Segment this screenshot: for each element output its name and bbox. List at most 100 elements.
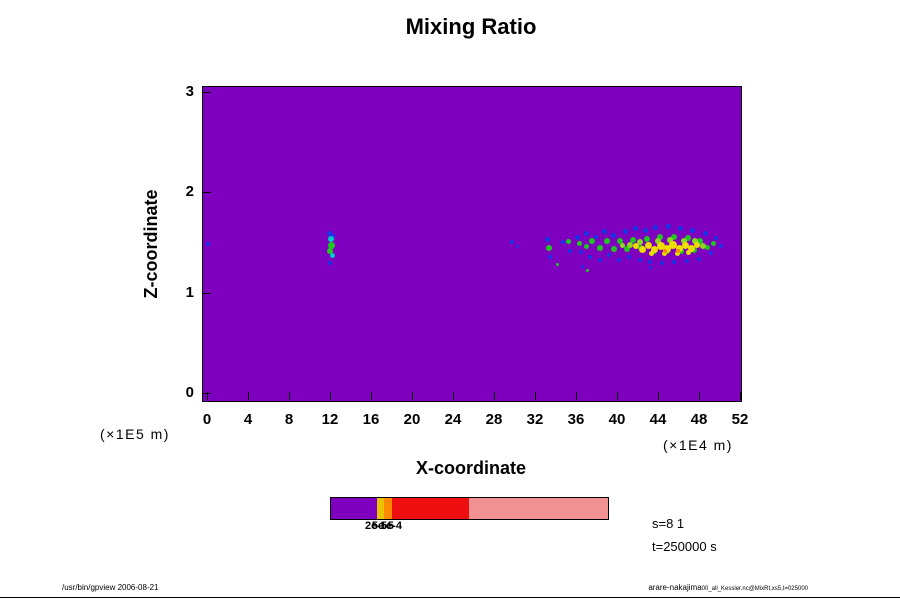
data-point: [643, 236, 650, 243]
data-point: [669, 240, 678, 249]
data-point: [714, 236, 719, 241]
x-tick-label: 40: [608, 411, 626, 428]
data-point: [709, 250, 714, 255]
data-point: [576, 241, 582, 246]
data-point: [657, 234, 664, 241]
data-point: [657, 241, 666, 250]
x-tick-mark: [576, 392, 577, 400]
colorbar-tick-label: 5e-5: [371, 520, 394, 532]
data-point: [610, 245, 617, 252]
data-point: [597, 257, 602, 262]
data-point: [704, 245, 710, 250]
colorbar-segment: [468, 498, 608, 519]
x-tick-mark: [207, 392, 208, 400]
data-point: [606, 252, 611, 257]
colorbar-segment: [376, 498, 384, 519]
data-point: [630, 237, 637, 244]
x-tick-label: 28: [485, 411, 503, 428]
z-tick-label: 0: [185, 384, 194, 401]
data-point: [649, 251, 655, 257]
data-point: [619, 243, 625, 248]
data-point: [684, 235, 691, 242]
data-point: [331, 234, 336, 239]
data-point: [596, 244, 603, 251]
data-point: [594, 235, 599, 240]
x-tick-label: 36: [567, 411, 585, 428]
data-point: [544, 236, 550, 242]
data-point: [627, 254, 632, 259]
x-tick-label: 8: [284, 411, 294, 428]
data-point: [660, 260, 665, 265]
data-point: [654, 238, 661, 245]
data-point: [589, 238, 596, 245]
x-tick-mark: [494, 392, 495, 400]
data-point: [672, 259, 677, 264]
data-point: [682, 242, 690, 249]
x-tick-label: 24: [444, 411, 462, 428]
colorbar: [330, 497, 609, 520]
plot-area: [202, 86, 742, 402]
x-axis-label: X-coordinate: [415, 458, 526, 478]
data-point: [661, 251, 667, 257]
x-tick-mark: [535, 392, 536, 400]
y-axis-label: Z-coordinate: [141, 189, 161, 299]
data-point: [566, 238, 572, 244]
x-tick-label: 52: [731, 411, 749, 428]
data-point: [326, 230, 332, 236]
data-point: [579, 249, 584, 254]
footer-datasource: arare-nakajima00_all_Kessler.nc@MixRt,xs…: [648, 583, 808, 592]
data-point: [328, 260, 333, 265]
data-point: [633, 242, 640, 249]
z-tick-mark: [203, 192, 211, 194]
data-point: [688, 245, 696, 253]
data-point: [588, 254, 593, 259]
z-tick-label: 2: [185, 183, 194, 201]
colorbar-tick-label: 2e-5: [364, 520, 387, 532]
z-tick-mark: [203, 393, 211, 394]
window-bottom-border: [0, 597, 900, 598]
data-point: [702, 230, 708, 236]
data-point: [560, 240, 565, 245]
y-axis-unit: (×1E5 m): [100, 426, 170, 442]
x-tick-mark: [289, 392, 290, 400]
data-point: [326, 247, 333, 254]
data-point: [206, 241, 210, 246]
data-point: [602, 228, 608, 234]
data-point: [676, 245, 683, 253]
data-point: [667, 237, 674, 244]
data-point: [580, 265, 584, 269]
x-tick-label: 44: [649, 411, 667, 428]
data-point: [574, 234, 580, 240]
x-tick-label: 0: [202, 411, 212, 428]
data-point: [548, 254, 553, 259]
data-point: [568, 248, 573, 253]
data-point: [603, 238, 610, 245]
data-point: [678, 225, 684, 231]
data-point: [583, 230, 589, 236]
data-point: [671, 234, 678, 241]
data-point: [665, 223, 671, 229]
z-tick-label: 3: [185, 83, 194, 100]
x-tick-mark: [330, 392, 331, 400]
z-tick-label: 1: [185, 283, 194, 301]
x-tick-mark: [248, 392, 249, 400]
data-point: [649, 266, 653, 270]
data-point: [696, 256, 701, 261]
data-point: [585, 269, 589, 273]
data-point: [545, 244, 552, 251]
data-point: [556, 263, 560, 267]
x-tick-label: 32: [526, 411, 544, 428]
data-point: [643, 227, 649, 233]
x-tick-mark: [453, 392, 454, 400]
data-point: [510, 240, 515, 245]
x-tick-label: 16: [362, 411, 380, 428]
colorbar-tick-label: 1e-4: [379, 520, 402, 532]
data-point: [697, 238, 703, 245]
chart-title: Mixing Ratio: [405, 14, 537, 39]
data-point: [637, 257, 642, 262]
colorbar-segment: [383, 498, 392, 519]
x-tick-label: 12: [321, 411, 339, 428]
data-point: [700, 242, 707, 249]
data-point: [617, 238, 624, 245]
data-point: [686, 250, 692, 256]
